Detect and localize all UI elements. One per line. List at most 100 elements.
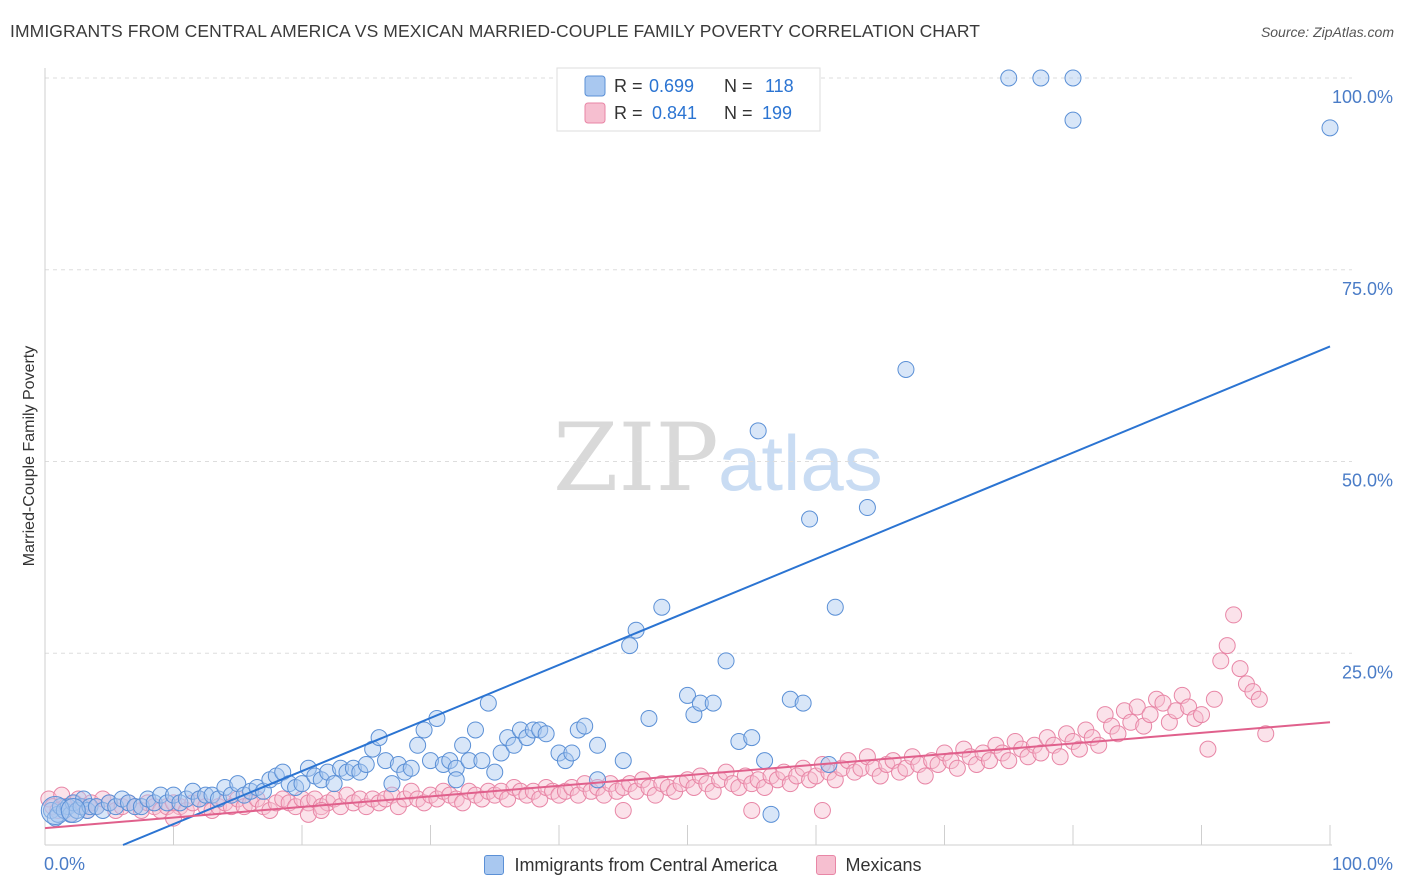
central-america-point	[409, 736, 427, 754]
central-america-point	[614, 752, 632, 770]
stats-legend-swatch-pink	[584, 102, 606, 124]
central-america-point	[653, 598, 671, 616]
central-america-point	[40, 795, 70, 825]
chart-title: IMMIGRANTS FROM CENTRAL AMERICA VS MEXIC…	[10, 21, 981, 41]
central-america-point	[762, 805, 780, 823]
central-america-point	[589, 736, 607, 754]
central-america-points	[40, 69, 1339, 827]
y-tick-label: 75.0%	[1342, 279, 1393, 299]
central-america-point	[826, 598, 844, 616]
central-america-point	[466, 721, 484, 739]
watermark-zip: ZIP	[553, 404, 719, 513]
y-tick-label: 100.0%	[1332, 87, 1393, 107]
central-america-point	[621, 637, 639, 655]
central-america-point	[781, 690, 799, 708]
x-tick-label: 100.0%	[1332, 854, 1393, 874]
central-america-point	[60, 797, 86, 823]
mexicans-point	[1000, 752, 1018, 770]
legend-item-central-america: Immigrants from Central America	[484, 855, 778, 876]
mexicans-point	[1167, 702, 1185, 720]
mexicans-point	[1141, 706, 1159, 724]
central-america-point	[589, 771, 607, 789]
central-america-point	[1032, 69, 1050, 87]
watermark-atlas: atlas	[718, 419, 883, 507]
central-america-point	[357, 755, 375, 773]
central-america-point	[81, 798, 99, 816]
mexicans-point	[1250, 690, 1268, 708]
central-america-point	[576, 717, 594, 735]
mexicans-point	[1051, 748, 1069, 766]
central-america-point	[325, 775, 343, 793]
stats-r-value-1: 0.699	[649, 76, 694, 96]
mexicans-point	[1070, 740, 1088, 758]
mexicans-point	[1154, 694, 1172, 712]
mexicans-point	[743, 801, 761, 819]
central-america-point	[537, 725, 555, 743]
mexicans-point	[1109, 725, 1127, 743]
mexicans-point	[1199, 740, 1217, 758]
central-america-point	[402, 759, 420, 777]
central-america-point	[640, 709, 658, 727]
central-america-point	[1000, 69, 1018, 87]
central-america-point	[422, 752, 439, 770]
central-america-point	[293, 775, 311, 793]
series-legend: Immigrants from Central America Mexicans	[0, 852, 1406, 878]
mexicans-point	[916, 767, 934, 785]
x-tick-label: 0.0%	[44, 854, 85, 874]
central-america-point	[1321, 119, 1339, 137]
central-america-point	[486, 763, 504, 781]
chart-source: Source: ZipAtlas.com	[1260, 24, 1394, 40]
stats-r-value-2: 0.841	[652, 103, 697, 123]
central-america-point	[473, 752, 491, 770]
central-america-point	[479, 694, 497, 712]
stats-r-label-2: R =	[614, 103, 643, 123]
central-america-point	[749, 422, 767, 440]
mexicans-point	[980, 752, 998, 770]
y-tick-label: 25.0%	[1342, 662, 1393, 682]
legend-swatch-blue	[484, 855, 505, 875]
mexicans-point	[1218, 637, 1236, 655]
central-america-point	[377, 752, 395, 770]
central-america-point	[505, 736, 523, 754]
grid-lines	[45, 77, 1352, 654]
central-america-point	[1064, 69, 1082, 87]
central-america-point	[801, 510, 819, 528]
axes	[44, 68, 1332, 846]
mexicans-point	[1231, 660, 1249, 678]
central-america-point	[679, 686, 696, 704]
central-america-point	[126, 798, 144, 816]
central-america-trend-line	[122, 345, 1331, 846]
mexicans-point	[948, 759, 966, 777]
central-america-point	[1064, 111, 1082, 129]
mexicans-point	[1193, 706, 1210, 724]
stats-n-value-1: 118	[765, 76, 794, 96]
central-america-point	[492, 744, 510, 762]
central-america-point	[460, 752, 478, 770]
central-america-point	[447, 759, 465, 777]
mexicans-point	[813, 801, 831, 819]
central-america-point	[454, 736, 472, 754]
stats-legend-swatch-blue	[584, 75, 606, 97]
central-america-point	[563, 744, 581, 762]
mexicans-point	[1225, 606, 1243, 624]
mexicans-point	[1122, 713, 1140, 731]
stats-r-label-1: R =	[614, 76, 643, 96]
mexicans-trend-line	[44, 721, 1331, 830]
central-america-point	[383, 775, 401, 793]
mexicans-point	[1205, 690, 1223, 708]
central-america-point	[524, 721, 542, 739]
central-america-point	[704, 694, 722, 712]
central-america-point	[794, 694, 812, 712]
central-america-point	[415, 721, 433, 739]
stats-n-value-2: 199	[762, 103, 792, 123]
central-america-point	[897, 360, 915, 378]
central-america-point	[197, 786, 215, 804]
stats-n-label-2: N =	[724, 103, 753, 123]
central-america-point	[730, 732, 748, 750]
mexicans-point	[1257, 725, 1275, 743]
central-america-point	[756, 752, 774, 770]
central-america-point	[743, 729, 761, 747]
central-america-point	[447, 771, 465, 789]
mexicans-point	[1128, 698, 1146, 716]
